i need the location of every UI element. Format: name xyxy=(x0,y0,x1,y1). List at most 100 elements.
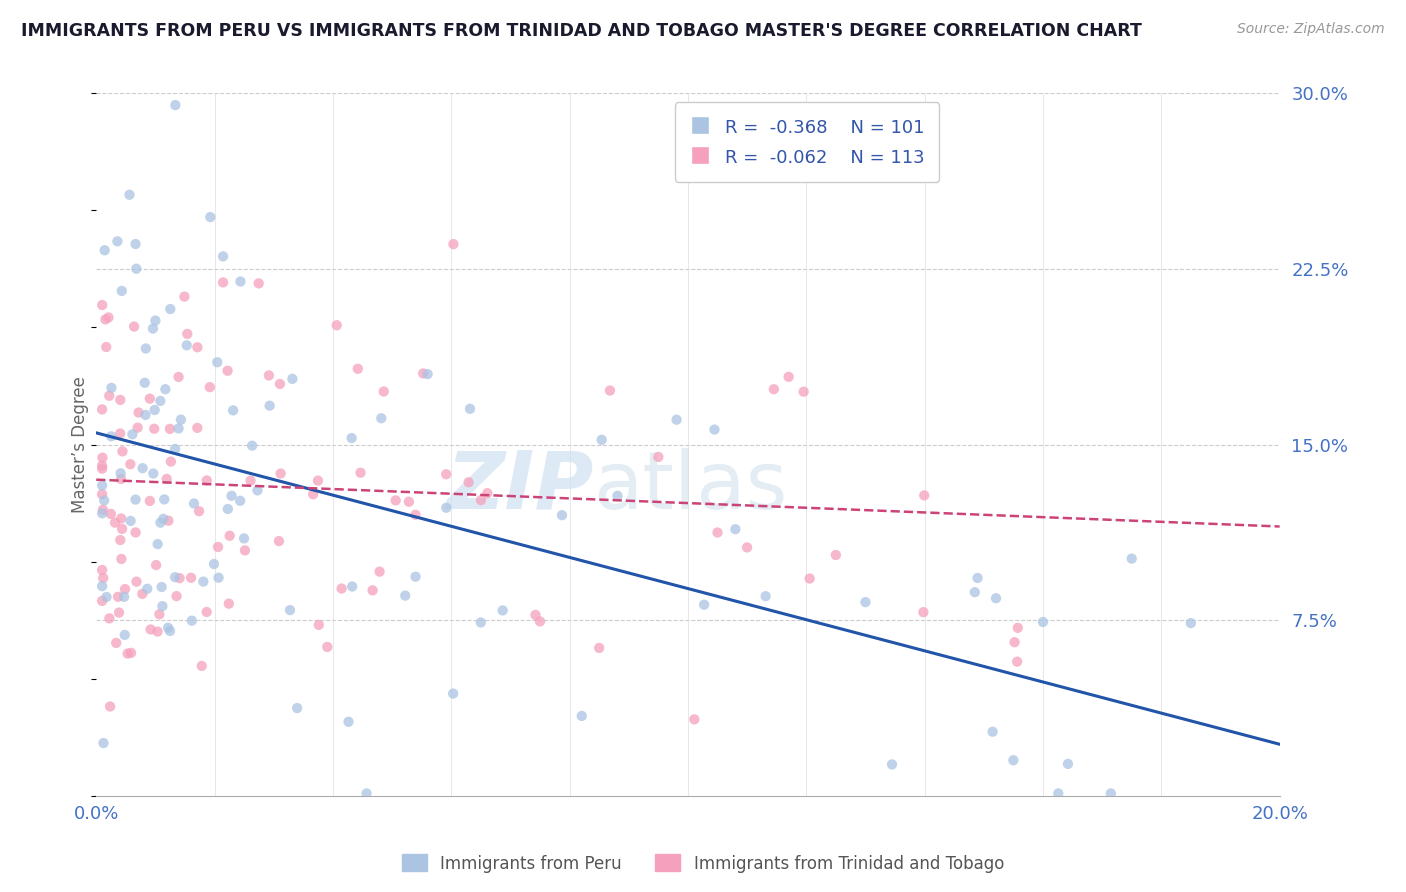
Point xyxy=(588,640,610,655)
Point xyxy=(257,368,280,383)
Point xyxy=(703,423,725,437)
Point xyxy=(373,384,395,399)
Point xyxy=(100,507,122,521)
Point xyxy=(202,557,225,571)
Point xyxy=(706,525,728,540)
Point xyxy=(135,342,157,356)
Point xyxy=(91,402,114,417)
Point xyxy=(384,493,406,508)
Point xyxy=(121,427,143,442)
Point xyxy=(145,313,167,327)
Point xyxy=(111,522,134,536)
Point xyxy=(91,450,114,465)
Point xyxy=(368,565,391,579)
Point xyxy=(111,284,134,298)
Point xyxy=(325,318,347,333)
Point xyxy=(93,736,115,750)
Point xyxy=(198,380,221,394)
Point xyxy=(98,699,121,714)
Point xyxy=(146,537,169,551)
Point xyxy=(118,187,141,202)
Point xyxy=(340,580,363,594)
Point xyxy=(207,355,229,369)
Point xyxy=(108,606,131,620)
Point xyxy=(91,579,114,593)
Point xyxy=(1121,551,1143,566)
Point xyxy=(146,624,169,639)
Point xyxy=(195,474,218,488)
Point xyxy=(361,583,384,598)
Point xyxy=(94,312,117,326)
Point xyxy=(405,508,427,522)
Point xyxy=(150,580,173,594)
Point xyxy=(98,389,121,403)
Point xyxy=(247,277,270,291)
Point xyxy=(218,529,240,543)
Point xyxy=(1032,615,1054,629)
Point xyxy=(96,590,118,604)
Point xyxy=(91,502,114,516)
Point xyxy=(166,589,188,603)
Point xyxy=(110,392,132,407)
Point xyxy=(693,598,716,612)
Point xyxy=(124,525,146,540)
Point xyxy=(229,493,252,508)
Point xyxy=(127,420,149,434)
Point xyxy=(778,369,800,384)
Point xyxy=(457,475,479,490)
Text: IMMIGRANTS FROM PERU VS IMMIGRANTS FROM TRINIDAD AND TOBAGO MASTER'S DEGREE CORR: IMMIGRANTS FROM PERU VS IMMIGRANTS FROM … xyxy=(21,22,1142,40)
Point xyxy=(302,487,325,501)
Point xyxy=(93,493,115,508)
Point xyxy=(91,563,114,577)
Point xyxy=(195,605,218,619)
Point xyxy=(139,392,162,406)
Point xyxy=(270,467,292,481)
Point xyxy=(160,454,183,468)
Point xyxy=(153,492,176,507)
Point xyxy=(591,433,613,447)
Point xyxy=(212,249,235,263)
Point xyxy=(120,646,142,660)
Point xyxy=(107,590,129,604)
Point xyxy=(966,571,988,585)
Point xyxy=(434,500,457,515)
Point xyxy=(416,367,439,381)
Point xyxy=(1002,753,1025,767)
Point xyxy=(239,474,262,488)
Point xyxy=(124,492,146,507)
Point xyxy=(114,582,136,596)
Point xyxy=(131,587,153,601)
Point xyxy=(443,237,465,252)
Point xyxy=(176,338,198,352)
Point xyxy=(1004,635,1026,649)
Point xyxy=(735,541,758,555)
Point xyxy=(492,603,515,617)
Point xyxy=(108,426,131,441)
Point xyxy=(880,757,903,772)
Point xyxy=(170,412,193,426)
Point xyxy=(180,571,202,585)
Point xyxy=(143,422,166,436)
Point xyxy=(606,489,628,503)
Point xyxy=(111,444,134,458)
Point xyxy=(824,548,846,562)
Point xyxy=(551,508,574,523)
Point xyxy=(799,572,821,586)
Point xyxy=(599,384,621,398)
Point xyxy=(762,382,785,396)
Point xyxy=(143,403,166,417)
Point xyxy=(173,290,195,304)
Point xyxy=(307,474,329,488)
Point xyxy=(340,431,363,445)
Point xyxy=(110,552,132,566)
Point xyxy=(91,506,114,520)
Point xyxy=(165,442,187,456)
Point xyxy=(110,533,132,547)
Point xyxy=(1005,655,1028,669)
Point xyxy=(167,370,190,384)
Point xyxy=(524,607,547,622)
Point xyxy=(125,574,148,589)
Point xyxy=(912,488,935,502)
Point xyxy=(984,591,1007,606)
Point xyxy=(793,384,815,399)
